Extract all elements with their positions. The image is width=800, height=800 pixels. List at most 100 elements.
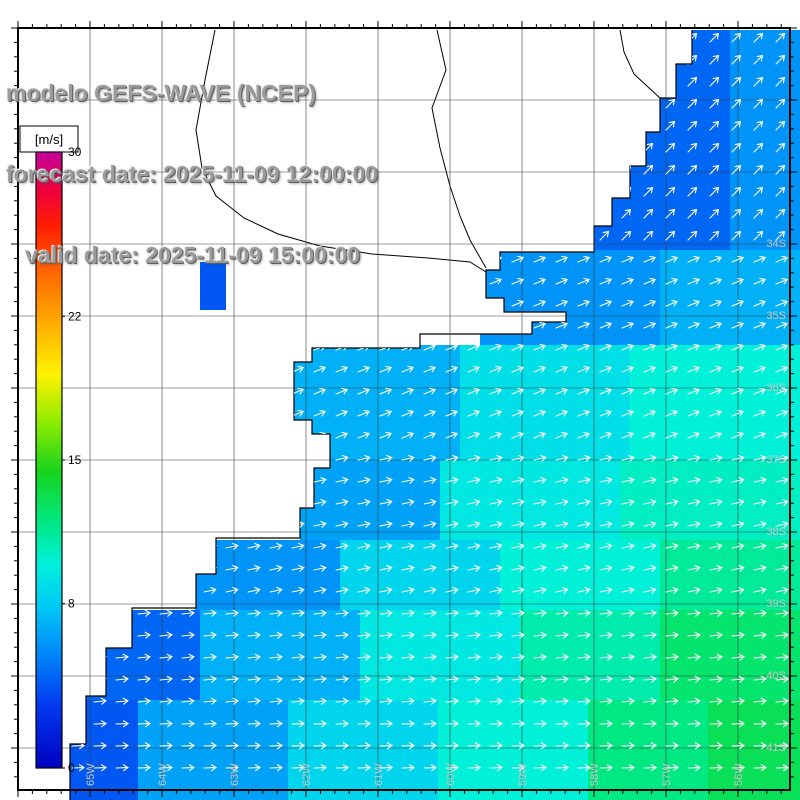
wind-arrow xyxy=(709,208,720,219)
wave-speed-cell xyxy=(588,700,708,800)
wind-arrow xyxy=(401,454,415,462)
wind-arrow xyxy=(489,476,503,484)
wind-arrow xyxy=(357,720,371,728)
wind-arrow xyxy=(379,476,393,484)
wind-arrow xyxy=(93,742,107,750)
wind-arrow xyxy=(665,120,676,131)
wind-arrow xyxy=(445,542,459,550)
wind-arrow xyxy=(533,720,547,728)
wind-arrow xyxy=(533,675,547,683)
wind-arrow xyxy=(511,542,525,550)
wind-arrow xyxy=(159,653,173,661)
wind-arrow xyxy=(269,720,283,728)
wind-arrow xyxy=(467,365,481,373)
wind-arrow xyxy=(621,764,635,772)
wind-arrow xyxy=(709,653,723,661)
wind-arrow xyxy=(599,542,613,550)
wind-arrow xyxy=(313,675,327,683)
wind-arrow xyxy=(467,542,481,550)
wind-arrow xyxy=(467,564,481,572)
wind-arrow xyxy=(731,653,745,661)
wind-arrow xyxy=(467,720,481,728)
wind-arrow xyxy=(775,230,786,241)
wind-arrow xyxy=(599,277,613,285)
wind-arrow xyxy=(687,164,698,175)
wind-arrow xyxy=(379,675,393,683)
wind-arrow xyxy=(401,653,415,661)
wind-arrow xyxy=(709,764,723,772)
wind-arrow xyxy=(357,542,371,550)
wind-arrow xyxy=(225,720,239,728)
wind-arrow xyxy=(555,365,569,373)
wind-arrow xyxy=(225,675,239,683)
wind-arrow xyxy=(203,697,217,705)
wind-arrow xyxy=(621,564,635,572)
wind-arrow xyxy=(225,586,239,594)
wind-arrow xyxy=(753,387,767,395)
wind-arrow xyxy=(489,764,503,772)
wind-arrow xyxy=(489,343,503,351)
wind-arrow xyxy=(621,299,635,307)
wind-arrow xyxy=(709,609,723,617)
wind-arrow xyxy=(753,32,764,43)
wind-arrow xyxy=(665,720,679,728)
wind-arrow xyxy=(291,720,305,728)
wind-arrow xyxy=(335,631,349,639)
wind-arrow xyxy=(379,742,393,750)
wind-arrow xyxy=(775,186,786,197)
wind-arrow xyxy=(445,609,459,617)
wind-arrow xyxy=(533,564,547,572)
wind-arrow xyxy=(731,164,742,175)
wind-arrow xyxy=(401,720,415,728)
lat-label: 41S xyxy=(766,742,786,754)
lat-label: 35S xyxy=(766,310,786,322)
wind-arrow xyxy=(577,675,591,683)
wind-arrow xyxy=(357,365,371,373)
wind-arrow xyxy=(687,720,701,728)
map-frame xyxy=(11,21,797,797)
wind-arrow xyxy=(181,631,195,639)
wind-arrow xyxy=(709,720,723,728)
wind-arrow xyxy=(775,476,789,484)
wind-arrow xyxy=(159,631,173,639)
wind-arrow xyxy=(599,409,613,417)
wind-arrow xyxy=(401,609,415,617)
wind-arrow xyxy=(379,764,393,772)
wind-arrow xyxy=(643,564,657,572)
wind-arrow xyxy=(621,742,635,750)
wind-arrow xyxy=(357,586,371,594)
wind-arrow xyxy=(731,32,742,43)
wind-arrow xyxy=(533,476,547,484)
wind-arrow xyxy=(555,742,569,750)
wind-arrow xyxy=(753,277,767,285)
wind-arrow xyxy=(709,186,720,197)
wind-arrow xyxy=(709,520,723,528)
wind-arrow xyxy=(335,697,349,705)
wind-arrow xyxy=(775,142,786,153)
wind-arrow xyxy=(423,675,437,683)
wave-speed-cell xyxy=(520,610,660,700)
wind-arrow xyxy=(775,409,789,417)
wind-arrow xyxy=(247,609,261,617)
wind-arrow xyxy=(423,742,437,750)
wind-arrow xyxy=(335,498,349,506)
wind-arrow xyxy=(621,255,635,263)
river-border xyxy=(431,29,487,269)
wind-arrow xyxy=(687,520,701,528)
wave-speed-cell xyxy=(660,250,800,345)
wind-arrow xyxy=(577,498,591,506)
wind-arrow xyxy=(489,542,503,550)
wind-arrow xyxy=(379,564,393,572)
wind-arrow xyxy=(115,720,129,728)
wind-arrow xyxy=(709,675,723,683)
wind-arrow xyxy=(775,520,789,528)
wind-arrow xyxy=(621,520,635,528)
wind-arrow xyxy=(247,764,261,772)
wind-arrow xyxy=(577,409,591,417)
wind-arrow xyxy=(335,675,349,683)
wind-arrow xyxy=(313,564,327,572)
wind-arrow xyxy=(621,230,632,241)
wind-arrow xyxy=(665,208,676,219)
wind-arrow xyxy=(621,431,635,439)
